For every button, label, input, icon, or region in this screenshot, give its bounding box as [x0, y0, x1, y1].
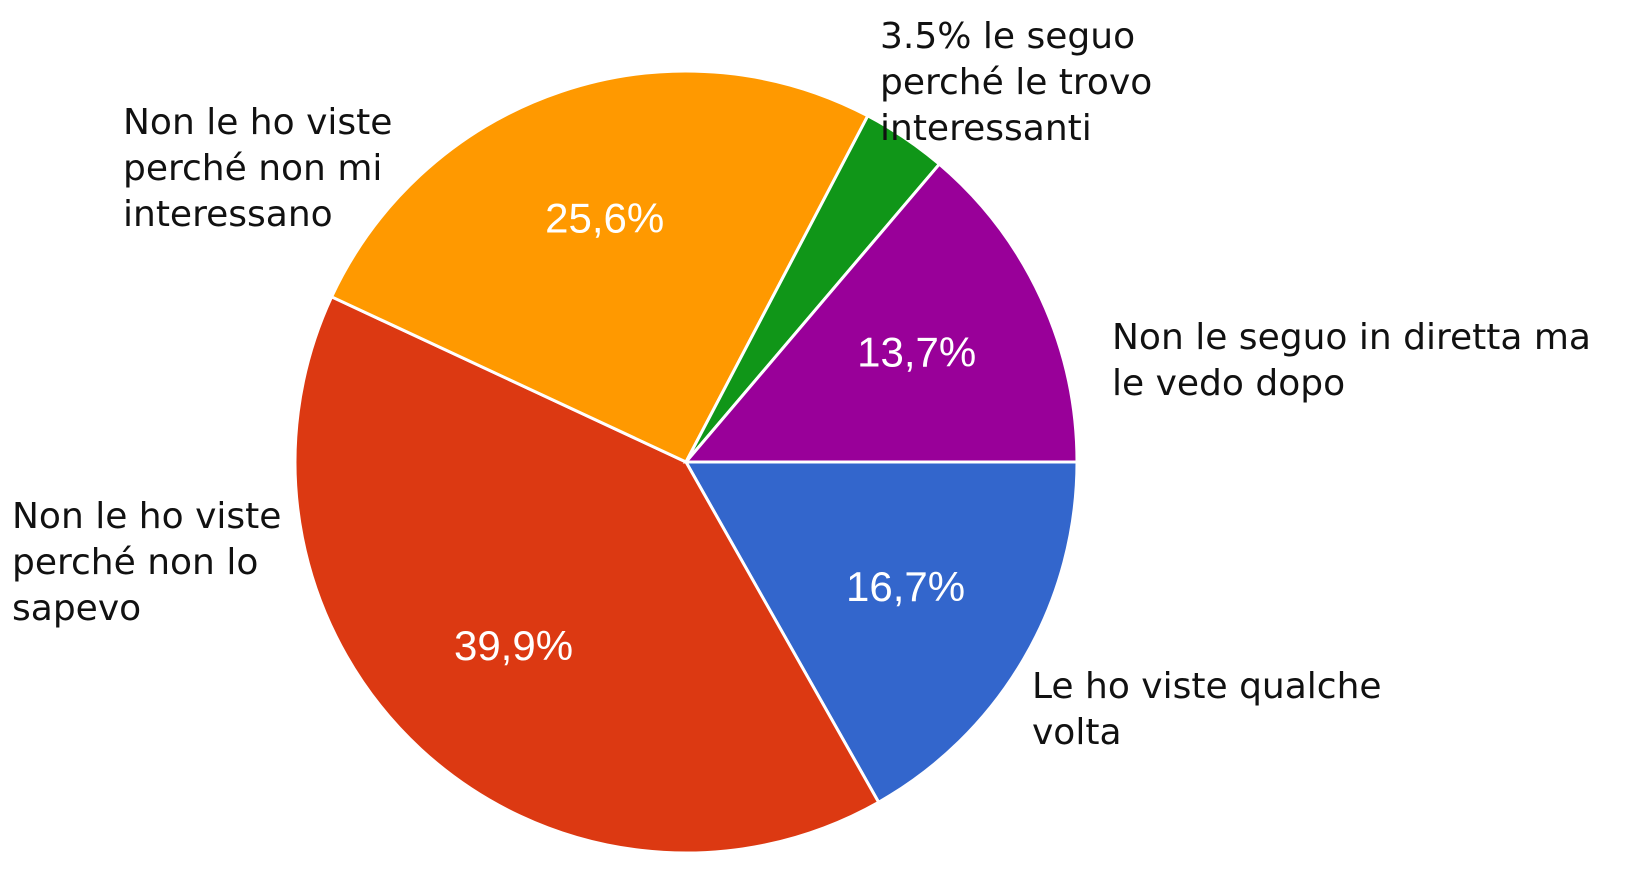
slice-label: Non le ho viste perché non mi interessan… [123, 102, 393, 235]
slice-label: Non le seguo in diretta ma le vedo dopo [1112, 317, 1591, 404]
pie-slice [683, 460, 1079, 805]
slice-label: Non le ho viste perché non lo sapevo [12, 496, 282, 629]
pie-slice [682, 162, 1079, 464]
value-label: 16,7% [846, 563, 965, 610]
value-label: 25,6% [545, 194, 664, 241]
slice-label: Le ho viste qualche volta [1032, 666, 1382, 753]
slice-label: 3.5% le seguo perché le trovo interessan… [880, 16, 1153, 149]
value-label: 13,7% [857, 328, 976, 375]
value-label: 39,9% [454, 622, 573, 669]
pie-slice [293, 294, 881, 855]
pie-slice [329, 69, 870, 464]
